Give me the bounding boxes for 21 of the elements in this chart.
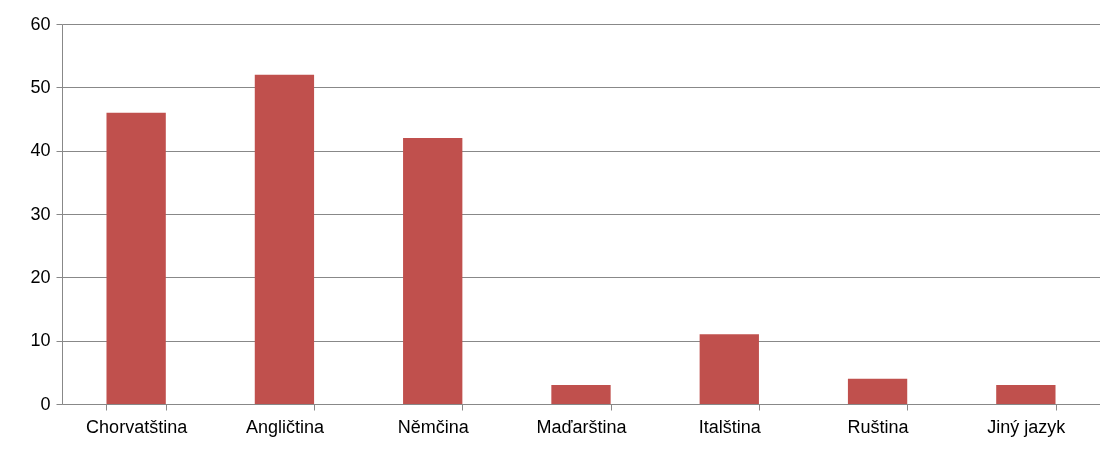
bar: [551, 385, 611, 404]
bar: [996, 385, 1056, 404]
x-tick-label: Jiný jazyk: [987, 416, 1067, 437]
x-tick-label: Němčina: [397, 416, 470, 437]
y-tick-label: 30: [30, 203, 51, 224]
bar: [254, 74, 315, 404]
y-tick-label: 40: [30, 140, 51, 161]
x-tick-label: Italština: [698, 416, 762, 437]
bar: [699, 334, 759, 404]
y-tick-label: 50: [30, 76, 51, 97]
x-tick-label: Maďarština: [536, 416, 628, 437]
bar: [847, 378, 908, 404]
x-tick-label: Angličtina: [245, 416, 325, 437]
y-tick-label: 20: [30, 266, 51, 287]
y-tick-label: 0: [40, 393, 51, 414]
y-tick-label: 10: [30, 330, 51, 351]
bar: [106, 112, 166, 404]
bar: [403, 138, 463, 404]
x-tick-label: Ruština: [847, 416, 910, 437]
x-tick-label: Chorvatština: [86, 416, 189, 437]
y-tick-label: 60: [30, 13, 51, 34]
